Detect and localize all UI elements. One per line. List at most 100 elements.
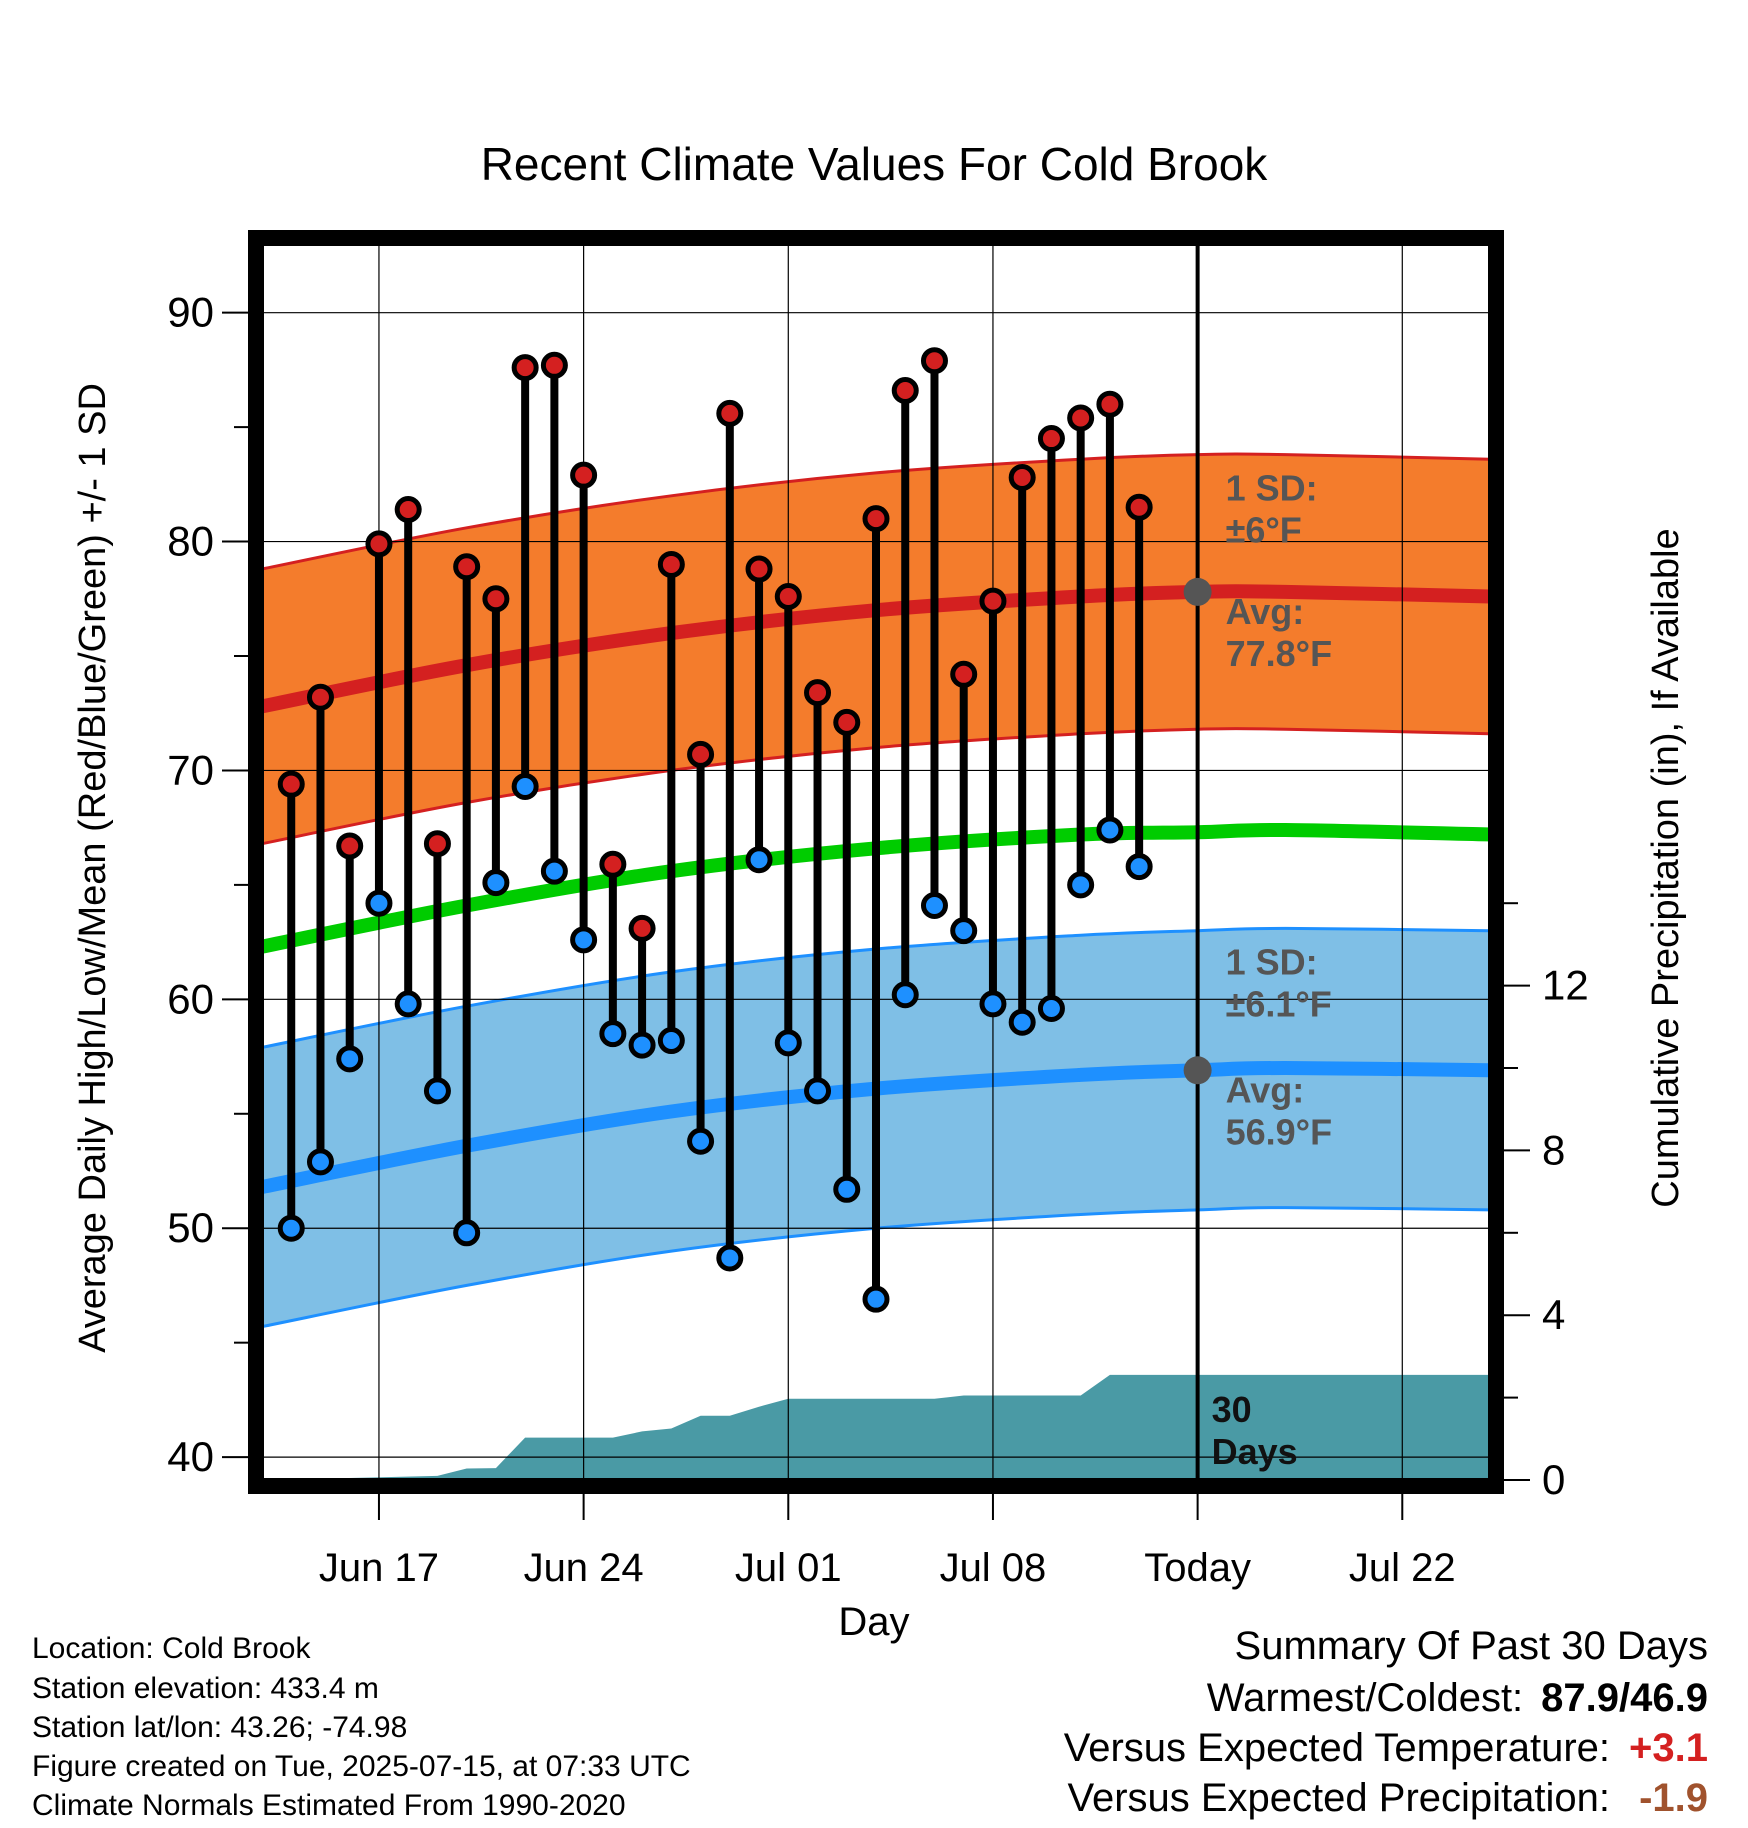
info-normals: Climate Normals Estimated From 1990-2020 xyxy=(32,1789,626,1822)
daily-high-point xyxy=(1008,463,1036,491)
daily-high-point xyxy=(862,505,890,533)
daily-low-point xyxy=(1037,994,1065,1022)
x-tick-label-3: Jul 08 xyxy=(940,1546,1047,1590)
daily-high-point xyxy=(336,832,364,860)
high-sd-band-lower xyxy=(262,727,1490,846)
daily-high-point xyxy=(394,496,422,524)
daily-high-point xyxy=(511,354,539,382)
y2-axis-label: Cumulative Precipitation (in), If Availa… xyxy=(1645,528,1687,1207)
info-elevation: Station elevation: 433.4 m xyxy=(32,1672,379,1705)
x-tick-label-4: Today xyxy=(1144,1546,1251,1590)
summary-temp: Versus Expected Temperature: +3.1 xyxy=(1064,1726,1708,1771)
summary-warm-cold: Warmest/Coldest: 87.9/46.9 xyxy=(1207,1676,1708,1721)
daily-high-point xyxy=(979,587,1007,615)
daily-low-point xyxy=(920,891,948,919)
y-tick-label-4: 80 xyxy=(167,518,214,565)
x-tick-label-0: Jun 17 xyxy=(319,1546,439,1590)
daily-high-point xyxy=(1125,493,1153,521)
daily-low-point xyxy=(862,1285,890,1313)
y2-tick-label-3: 12 xyxy=(1542,962,1589,1009)
daily-low-point xyxy=(570,926,598,954)
daily-low-point xyxy=(950,917,978,945)
y-tick-label-1: 50 xyxy=(167,1204,214,1251)
y-tick-label-2: 60 xyxy=(167,975,214,1022)
low-avg-label: Avg: xyxy=(1226,1069,1305,1110)
y-tick-label-3: 70 xyxy=(167,746,214,793)
low-sd-band-upper xyxy=(262,926,1490,1049)
low-avg-line xyxy=(262,1060,1490,1194)
summary-title: Summary Of Past 30 Days xyxy=(1234,1624,1708,1668)
today-low-avg-marker xyxy=(1183,1056,1212,1085)
daily-low-point xyxy=(979,990,1007,1018)
daily-low-point xyxy=(540,857,568,885)
y2-tick-label-2: 8 xyxy=(1542,1126,1565,1173)
info-latlon: Station lat/lon: 43.26; -74.98 xyxy=(32,1711,408,1744)
daily-high-point xyxy=(277,770,305,798)
x-tick-label-2: Jul 01 xyxy=(735,1546,842,1590)
daily-high-point xyxy=(628,914,656,942)
daily-low-point xyxy=(657,1027,685,1055)
high-sd-band-upper xyxy=(262,452,1490,571)
daily-high-point xyxy=(920,347,948,375)
daily-high-point xyxy=(1096,390,1124,418)
x-axis-label: Day xyxy=(838,1600,909,1644)
daily-low-point xyxy=(511,772,539,800)
high-avg-label: Avg: xyxy=(1226,591,1305,632)
low-sd-value: ±6.1°F xyxy=(1226,984,1332,1025)
x-tick-label-1: Jun 24 xyxy=(524,1546,644,1590)
daily-high-point xyxy=(891,376,919,404)
daily-high-point xyxy=(540,351,568,379)
daily-low-point xyxy=(1008,1008,1036,1036)
high-sd-value: ±6°F xyxy=(1226,510,1302,551)
mean-avg-line xyxy=(262,822,1490,954)
x-tick-label-5: Jul 22 xyxy=(1349,1546,1456,1590)
daily-low-point xyxy=(804,1077,832,1105)
high-avg-line xyxy=(262,584,1490,714)
daily-high-point xyxy=(774,582,802,610)
summary-warm-cold-label: Warmest/Coldest: xyxy=(1206,1676,1524,1720)
plot-frame xyxy=(248,230,1504,1494)
daily-low-point xyxy=(716,1244,744,1272)
daily-high-point xyxy=(657,550,685,578)
y-tick-label-5: 90 xyxy=(167,289,214,336)
summary-precip-label: Versus Expected Precipitation: xyxy=(1067,1776,1610,1820)
high-avg-value: 77.8°F xyxy=(1226,633,1332,674)
summary-precip-value: -1.9 xyxy=(1639,1776,1708,1820)
daily-high-point xyxy=(599,850,627,878)
daily-low-point xyxy=(891,981,919,1009)
daily-low-point xyxy=(687,1127,715,1155)
daily-low-point xyxy=(336,1045,364,1073)
chart-title: Recent Climate Values For Cold Brook xyxy=(481,138,1269,190)
daily-high-point xyxy=(365,530,393,558)
daily-low-point xyxy=(306,1148,334,1176)
days-label-line2: Days xyxy=(1212,1431,1298,1472)
y2-tick-label-1: 4 xyxy=(1542,1291,1565,1338)
summary-precip: Versus Expected Precipitation: -1.9 xyxy=(1067,1776,1708,1821)
daily-low-point xyxy=(394,990,422,1018)
summary-warm-cold-value: 87.9/46.9 xyxy=(1541,1676,1708,1720)
daily-high-point xyxy=(687,740,715,768)
daily-low-point xyxy=(453,1219,481,1247)
summary-temp-label: Versus Expected Temperature: xyxy=(1063,1726,1610,1770)
info-created: Figure created on Tue, 2025-07-15, at 07… xyxy=(32,1750,691,1783)
info-location: Location: Cold Brook xyxy=(32,1632,311,1665)
low-sd-label: 1 SD: xyxy=(1226,942,1318,983)
summary-temp-value: +3.1 xyxy=(1629,1726,1708,1770)
daily-low-point xyxy=(628,1031,656,1059)
daily-high-point xyxy=(1067,404,1095,432)
daily-high-point xyxy=(950,660,978,688)
y-tick-label-0: 40 xyxy=(167,1433,214,1480)
daily-high-point xyxy=(745,555,773,583)
daily-low-point xyxy=(277,1214,305,1242)
today-high-avg-marker xyxy=(1183,577,1212,606)
daily-low-point xyxy=(482,869,510,897)
daily-high-point xyxy=(804,679,832,707)
low-sd-band-lower xyxy=(262,1206,1490,1329)
low-avg-value: 56.9°F xyxy=(1226,1111,1332,1152)
daily-high-point xyxy=(833,708,861,736)
daily-low-point xyxy=(1096,816,1124,844)
daily-high-point xyxy=(716,399,744,427)
